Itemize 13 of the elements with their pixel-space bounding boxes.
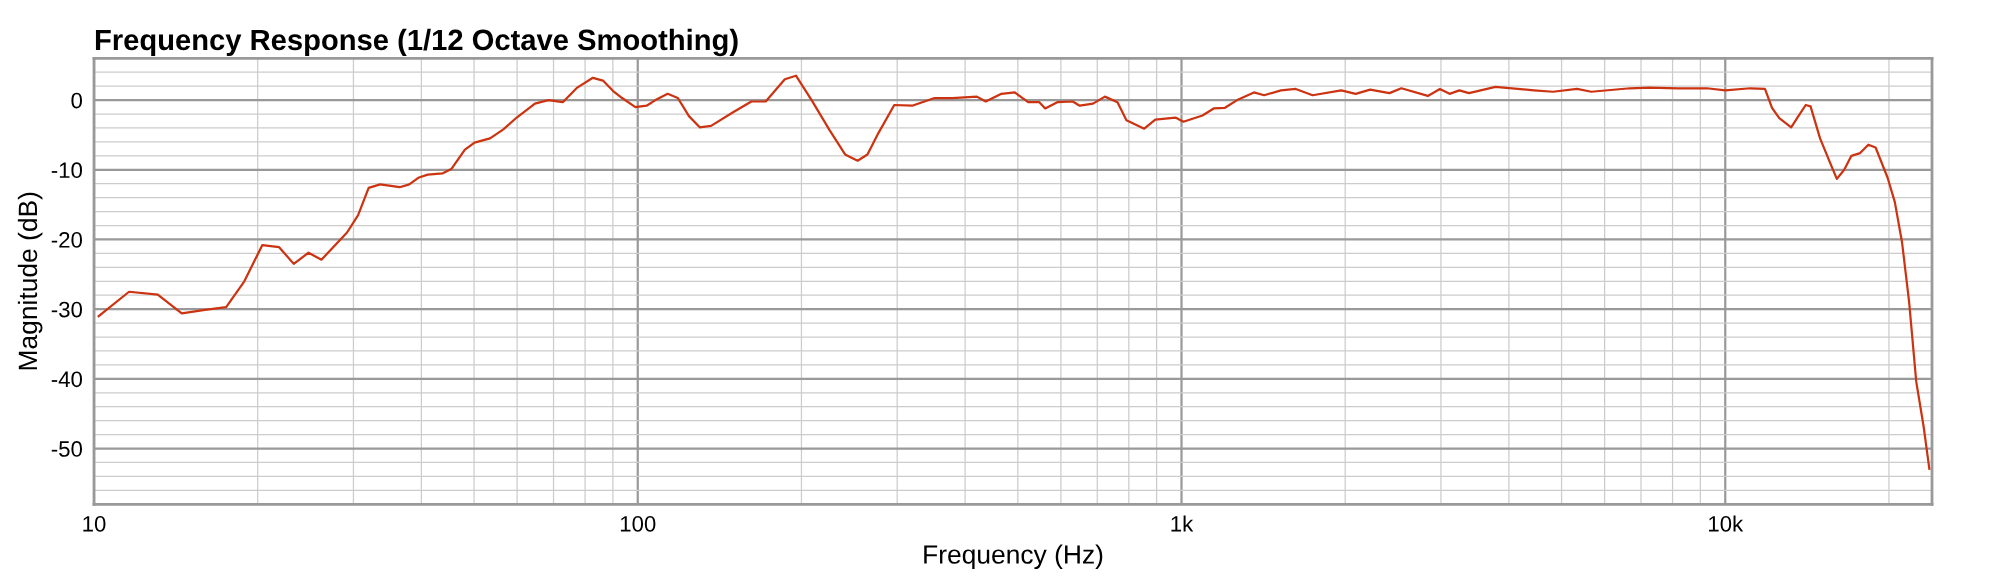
y-axis-title: Magnitude (dB) [17, 192, 43, 370]
y-tick-label: 0 [71, 92, 83, 109]
y-tick-label: -50 [51, 441, 83, 457]
y-tick-label: -30 [51, 301, 83, 318]
y-tick-label: -40 [51, 371, 83, 388]
x-tick-label: 100 [620, 515, 656, 532]
x-tick-label: 10 [83, 515, 106, 532]
chart-title: Frequency Response (1/12 Octave Smoothing) [95, 28, 738, 57]
x-tick-label: 1k [1171, 515, 1194, 532]
x-tick-label: 10k [1709, 515, 1744, 532]
y-tick-label: -10 [51, 162, 83, 179]
y-tick-label: -20 [51, 232, 83, 248]
x-axis-title: Frequency (Hz) [924, 544, 1103, 570]
